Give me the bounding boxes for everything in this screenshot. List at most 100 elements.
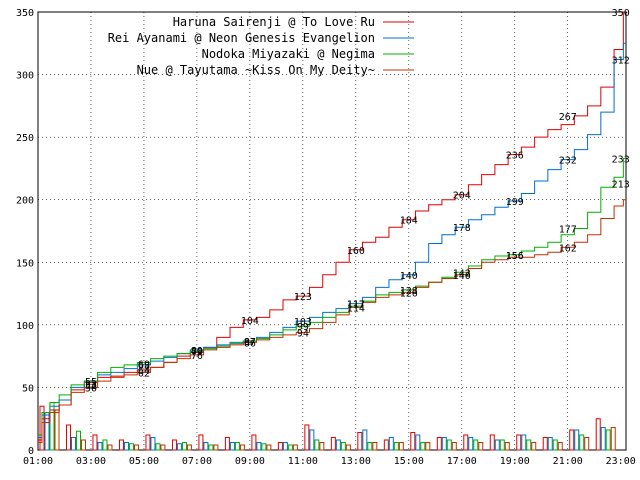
hourly-bar <box>80 439 86 451</box>
y-tick-label: 150 <box>16 258 34 269</box>
hourly-bar <box>44 411 50 451</box>
data-label: 177 <box>559 224 577 235</box>
data-label: 68 <box>138 361 150 372</box>
series-line <box>38 42 626 438</box>
hourly-bar <box>362 429 368 451</box>
data-label: 52 <box>85 381 97 392</box>
y-tick-label: 350 <box>16 8 34 19</box>
hourly-bar <box>282 441 288 451</box>
hourly-bar <box>542 436 548 451</box>
y-tick-label: 300 <box>16 71 34 82</box>
data-label: 233 <box>612 154 630 165</box>
legend-label: Haruna Sairenji @ To Love Ru <box>173 15 375 29</box>
hourly-bar <box>330 436 336 451</box>
data-label: 50 <box>85 383 97 394</box>
hourly-bar <box>181 441 187 451</box>
hourly-bar <box>372 441 378 451</box>
x-tick-label: 03:00 <box>76 456 106 467</box>
hourly-bar <box>304 424 310 451</box>
hourly-bar <box>600 426 606 451</box>
hourly-bar <box>314 439 320 451</box>
data-label: 232 <box>559 156 577 167</box>
hourly-bar <box>367 441 373 451</box>
data-label: 204 <box>453 191 471 202</box>
hourly-bar <box>39 405 45 451</box>
hourly-bar <box>277 441 283 451</box>
hourly-bar <box>425 441 431 451</box>
hourly-bar <box>287 444 293 451</box>
data-label: 80 <box>191 346 203 357</box>
x-tick-label: 05:00 <box>129 456 159 467</box>
y-tick-label: 0 <box>28 446 34 457</box>
data-label: 213 <box>612 179 630 190</box>
hourly-bar <box>309 429 315 451</box>
legend-label: Nue @ Tayutama ~Kiss On My Deity~ <box>137 63 375 77</box>
data-label: 62 <box>138 368 150 379</box>
data-label: 86 <box>244 338 256 349</box>
hourly-bar <box>473 439 479 451</box>
hourly-bar <box>65 424 71 451</box>
data-label: 184 <box>400 216 418 227</box>
data-label: 114 <box>347 303 365 314</box>
hourly-bar <box>446 439 452 451</box>
data-label: 64 <box>138 366 150 377</box>
data-label: 178 <box>453 223 471 234</box>
hourly-bar <box>451 441 457 451</box>
data-label: 53 <box>85 380 97 391</box>
hourly-bar <box>494 439 500 451</box>
x-tick-label: 11:00 <box>288 456 318 467</box>
data-label: 94 <box>297 328 309 339</box>
hourly-bar <box>441 436 447 451</box>
series-line <box>38 199 626 443</box>
data-label: 103 <box>294 317 312 328</box>
hourly-bar <box>410 431 416 451</box>
plot-frame <box>37 11 627 451</box>
x-tick-label: 07:00 <box>182 456 212 467</box>
hourly-bar <box>208 444 214 451</box>
hourly-bar <box>224 436 230 451</box>
hourly-bar <box>388 436 394 451</box>
hourly-bar <box>123 441 129 451</box>
hourly-bar <box>531 441 537 451</box>
hourly-bar <box>610 426 616 451</box>
data-label: 117 <box>347 300 365 311</box>
data-label: 80 <box>191 346 203 357</box>
hourly-bar <box>70 436 76 451</box>
x-tick-label: 01:00 <box>23 456 53 467</box>
hourly-bar <box>504 441 510 451</box>
hourly-bar <box>547 436 553 451</box>
hourly-bar <box>552 439 558 451</box>
hourly-bar <box>213 444 219 451</box>
series-line <box>38 157 626 436</box>
data-label: 126 <box>400 288 418 299</box>
hourly-bar <box>595 418 601 451</box>
hourly-bar <box>574 429 580 451</box>
data-label: 140 <box>453 271 471 282</box>
x-tick-label: 09:00 <box>235 456 265 467</box>
hourly-bar <box>292 444 298 451</box>
data-label: 69 <box>138 360 150 371</box>
hourly-bar <box>489 434 495 451</box>
x-tick-label: 19:00 <box>500 456 530 467</box>
data-label: 142 <box>453 268 471 279</box>
x-tick-label: 17:00 <box>447 456 477 467</box>
data-label: 312 <box>612 56 630 67</box>
hourly-bar <box>345 444 351 451</box>
hourly-bar <box>584 436 590 451</box>
hourly-bar <box>54 409 60 451</box>
data-label: 156 <box>506 251 524 262</box>
hourly-bar <box>526 439 532 451</box>
hourly-bar <box>118 439 124 451</box>
hourly-bar <box>229 441 235 451</box>
hourly-bar <box>261 443 267 451</box>
y-tick-label: 100 <box>16 321 34 332</box>
hourly-bar <box>239 444 245 451</box>
data-label: 117 <box>347 300 365 311</box>
hourly-bar <box>478 441 484 451</box>
data-label: 236 <box>506 151 524 162</box>
hourly-bar <box>92 434 98 451</box>
hourly-bar <box>436 436 442 451</box>
x-tick-label: 13:00 <box>341 456 371 467</box>
hourly-bar <box>335 439 341 451</box>
